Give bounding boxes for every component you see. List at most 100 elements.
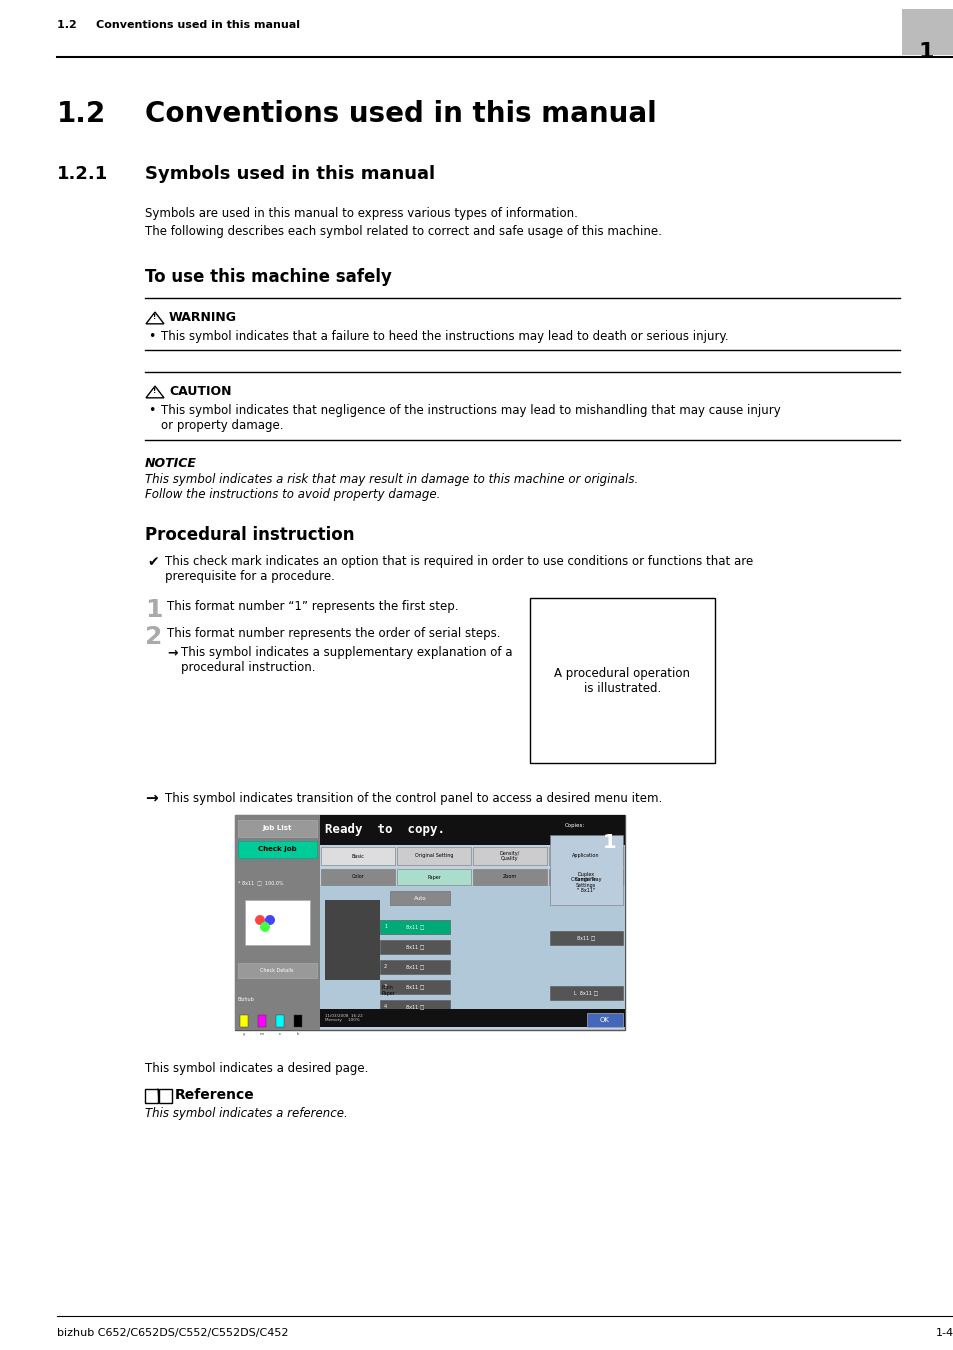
Bar: [379, 940, 450, 954]
Text: L  8x11 □: L 8x11 □: [574, 991, 598, 995]
Text: Change Tray
Settings
" 8x11": Change Tray Settings " 8x11": [570, 876, 600, 894]
Text: k: k: [296, 1031, 299, 1035]
Circle shape: [260, 922, 270, 931]
Bar: [145, 1089, 158, 1103]
Bar: [548, 846, 622, 865]
Bar: [234, 815, 319, 1030]
Bar: [550, 931, 622, 945]
Text: →: →: [167, 647, 177, 659]
Text: Bizhub: Bizhub: [237, 998, 254, 1002]
Bar: [396, 869, 471, 886]
Text: This symbol indicates a risk that may result in damage to this machine or origin: This symbol indicates a risk that may re…: [145, 472, 638, 486]
Text: Check Details: Check Details: [260, 968, 294, 972]
Text: 1.2     Conventions used in this manual: 1.2 Conventions used in this manual: [57, 20, 299, 30]
Text: 8x11 □: 8x11 □: [405, 1004, 424, 1010]
Bar: [245, 900, 310, 945]
Text: Follow the instructions to avoid property damage.: Follow the instructions to avoid propert…: [145, 487, 440, 501]
Text: OK: OK: [599, 1017, 609, 1023]
Bar: [240, 1015, 248, 1027]
Text: Zoom: Zoom: [502, 875, 517, 879]
Text: •: •: [148, 329, 155, 343]
Text: or property damage.: or property damage.: [161, 418, 283, 432]
Text: This symbol indicates a supplementary explanation of a: This symbol indicates a supplementary ex…: [181, 647, 512, 659]
Text: c: c: [278, 1031, 281, 1035]
Text: 1: 1: [918, 42, 933, 62]
Text: 8x11 □: 8x11 □: [577, 936, 595, 941]
Bar: [237, 841, 316, 859]
Text: 8x11 □: 8x11 □: [405, 945, 424, 949]
Text: Application: Application: [572, 853, 599, 859]
Text: →: →: [145, 790, 157, 805]
Bar: [379, 980, 450, 994]
Text: 1: 1: [602, 833, 617, 852]
Text: Plain
Paper: Plain Paper: [381, 986, 395, 996]
Text: Basic: Basic: [352, 853, 364, 859]
Bar: [237, 963, 316, 977]
Text: Duplex
Combine: Duplex Combine: [575, 872, 597, 883]
Text: 8x11 □: 8x11 □: [405, 984, 424, 990]
Text: 4: 4: [384, 1004, 387, 1010]
Text: Procedural instruction: Procedural instruction: [145, 526, 355, 544]
Text: This symbol indicates that a failure to heed the instructions may lead to death : This symbol indicates that a failure to …: [161, 329, 728, 343]
Bar: [473, 846, 546, 865]
Text: This check mark indicates an option that is required in order to use conditions : This check mark indicates an option that…: [165, 555, 753, 568]
Text: This format number represents the order of serial steps.: This format number represents the order …: [167, 626, 500, 640]
Text: !: !: [153, 387, 156, 394]
Text: This symbol indicates transition of the control panel to access a desired menu i: This symbol indicates transition of the …: [165, 792, 661, 805]
Text: Color: Color: [352, 875, 364, 879]
Text: Density/
Quality: Density/ Quality: [499, 850, 519, 861]
Bar: [159, 1089, 172, 1103]
Text: The following describes each symbol related to correct and safe usage of this ma: The following describes each symbol rela…: [145, 225, 661, 238]
Bar: [257, 1015, 266, 1027]
Text: Job List: Job List: [262, 825, 292, 832]
Text: ✔: ✔: [147, 555, 158, 568]
Text: 1: 1: [384, 925, 387, 930]
Text: 2: 2: [384, 964, 387, 969]
Text: procedural instruction.: procedural instruction.: [181, 662, 315, 674]
Text: 8x11 □: 8x11 □: [405, 964, 424, 969]
Text: NOTICE: NOTICE: [145, 458, 196, 470]
Circle shape: [254, 915, 265, 925]
Text: 8x11 □: 8x11 □: [405, 925, 424, 930]
Bar: [319, 886, 624, 1012]
Bar: [473, 869, 546, 886]
Text: CAUTION: CAUTION: [169, 385, 232, 398]
Text: 11/03/2008  16:22
Memory     100%: 11/03/2008 16:22 Memory 100%: [325, 1014, 362, 1022]
Text: •: •: [148, 404, 155, 417]
Text: Conventions used in this manual: Conventions used in this manual: [145, 100, 656, 128]
Text: 2: 2: [145, 625, 162, 649]
Text: bizhub C652/C652DS/C552/C552DS/C452: bizhub C652/C652DS/C552/C552DS/C452: [57, 1328, 288, 1338]
Bar: [319, 1008, 624, 1027]
Text: Check Job: Check Job: [257, 846, 296, 852]
Bar: [530, 598, 714, 763]
Bar: [550, 986, 622, 1000]
Circle shape: [265, 915, 274, 925]
Text: 1-4: 1-4: [935, 1328, 953, 1338]
Text: Symbols used in this manual: Symbols used in this manual: [145, 165, 435, 184]
Bar: [320, 869, 395, 886]
Bar: [550, 836, 622, 904]
Text: 1.2.1: 1.2.1: [57, 165, 108, 184]
Bar: [390, 891, 450, 904]
Text: WARNING: WARNING: [169, 310, 236, 324]
Text: This symbol indicates a reference.: This symbol indicates a reference.: [145, 1107, 348, 1120]
Bar: [586, 1012, 622, 1027]
Text: 1.2: 1.2: [57, 100, 106, 128]
Text: Ready  to  copy.: Ready to copy.: [325, 824, 444, 837]
Text: This symbol indicates a desired page.: This symbol indicates a desired page.: [145, 1062, 368, 1075]
Text: Paper: Paper: [427, 875, 440, 879]
Text: 1: 1: [145, 598, 162, 622]
Text: A procedural operation
is illustrated.: A procedural operation is illustrated.: [554, 667, 690, 694]
Text: Symbols are used in this manual to express various types of information.: Symbols are used in this manual to expre…: [145, 207, 578, 220]
Bar: [319, 815, 624, 845]
Text: Copies:: Copies:: [564, 824, 584, 828]
Text: !: !: [153, 315, 156, 320]
Text: This format number “1” represents the first step.: This format number “1” represents the fi…: [167, 599, 458, 613]
Text: This symbol indicates that negligence of the instructions may lead to mishandlin: This symbol indicates that negligence of…: [161, 404, 780, 417]
Bar: [396, 846, 471, 865]
Bar: [320, 846, 395, 865]
Bar: [379, 919, 450, 934]
Bar: [275, 1015, 284, 1027]
Text: Auto: Auto: [414, 895, 426, 900]
Bar: [325, 900, 379, 980]
